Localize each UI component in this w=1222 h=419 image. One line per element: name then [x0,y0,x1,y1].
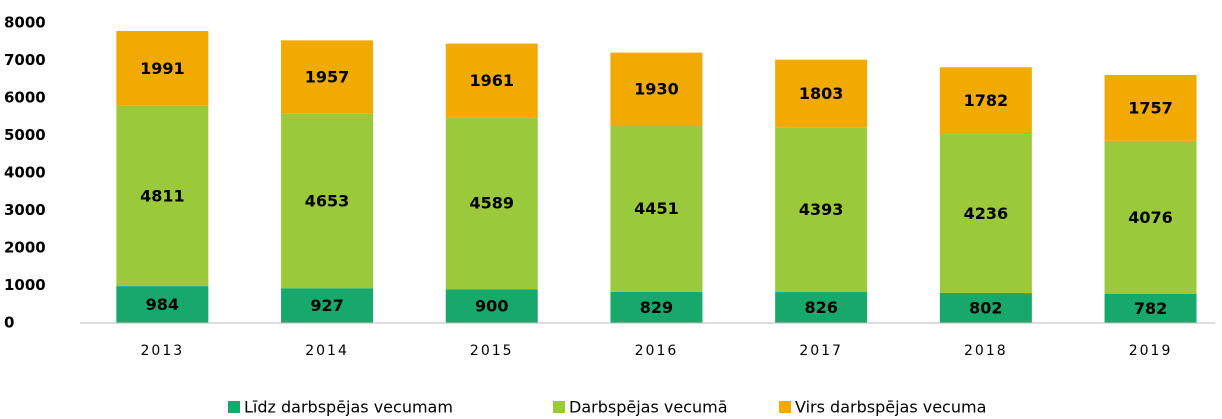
x-tick-label: 2019 [1129,343,1173,359]
bar-segment [1104,140,1197,294]
legend-swatch [779,401,791,413]
value-label: 1757 [1128,98,1173,117]
bar-segment [775,292,868,323]
bar-segment [939,134,1032,293]
value-label: 927 [310,296,343,315]
y-tick-label: 5000 [4,126,46,144]
bar-segment [1104,293,1197,323]
value-label: 1991 [140,59,185,78]
bar-segment [281,288,374,323]
value-label: 4589 [469,194,514,213]
y-tick-label: 0 [4,314,14,332]
legend-swatch [553,401,565,413]
bar-segment [610,125,703,292]
y-tick-label: 6000 [4,89,46,107]
value-label: 782 [1134,299,1167,318]
y-tick-label: 2000 [4,239,46,257]
bar-segment [775,127,868,293]
value-label: 802 [969,298,1002,317]
value-label: 4811 [140,186,185,205]
y-tick-label: 1000 [4,276,46,294]
value-label: 1957 [305,68,350,87]
bar-segment [610,52,703,125]
legend-label: Virs darbspējas vecuma [795,398,986,417]
x-tick-label: 2017 [799,343,843,359]
value-label: 1803 [799,84,844,103]
value-label: 4393 [799,200,844,219]
value-label: 900 [475,297,508,316]
value-label: 4653 [305,191,350,210]
bar-segment [939,292,1032,323]
bar-segment [116,105,209,287]
bar-segment [610,291,703,323]
bar-segment [281,113,374,289]
value-label: 1930 [634,79,679,98]
value-label: 1961 [469,71,514,90]
x-tick-label: 2018 [964,343,1008,359]
bar-segment [445,289,538,323]
y-tick-label: 4000 [4,164,46,182]
bar-segment [445,43,538,118]
bar-segment [445,117,538,290]
x-tick-label: 2015 [470,343,514,359]
value-label: 1782 [964,91,1009,110]
x-tick-label: 2016 [635,343,679,359]
legend-label: Līdz darbspējas vecumam [244,398,453,417]
legend-swatch [228,401,240,413]
x-tick-label: 2014 [305,343,349,359]
bar-segment [116,286,209,323]
y-tick-label: 3000 [4,201,46,219]
value-label: 4076 [1128,208,1173,227]
legend-label: Darbspējas vecumā [569,398,728,417]
bar-segment [939,67,1032,135]
value-label: 826 [804,298,837,317]
bar-segment [1104,74,1197,141]
bar-segment [281,40,374,114]
y-tick-label: 8000 [4,14,46,32]
value-label: 829 [640,298,673,317]
y-tick-label: 7000 [4,51,46,69]
bar-segment [116,31,209,106]
value-label: 4236 [964,204,1009,223]
x-tick-label: 2013 [141,343,185,359]
bar-segment [775,59,868,128]
value-label: 984 [146,295,179,314]
value-label: 4451 [634,199,679,218]
